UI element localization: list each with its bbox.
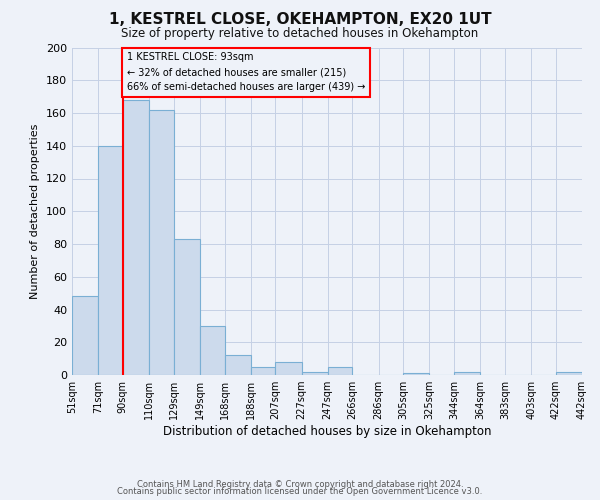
Bar xyxy=(454,372,480,375)
Bar xyxy=(149,110,174,375)
Bar xyxy=(72,296,98,375)
Bar xyxy=(556,372,582,375)
Text: Contains public sector information licensed under the Open Government Licence v3: Contains public sector information licen… xyxy=(118,487,482,496)
X-axis label: Distribution of detached houses by size in Okehampton: Distribution of detached houses by size … xyxy=(163,425,491,438)
Bar xyxy=(200,326,224,375)
Text: 1, KESTREL CLOSE, OKEHAMPTON, EX20 1UT: 1, KESTREL CLOSE, OKEHAMPTON, EX20 1UT xyxy=(109,12,491,28)
Text: Size of property relative to detached houses in Okehampton: Size of property relative to detached ho… xyxy=(121,28,479,40)
Bar xyxy=(174,239,200,375)
Bar xyxy=(98,146,123,375)
Bar xyxy=(275,362,302,375)
Bar xyxy=(302,372,328,375)
Bar xyxy=(251,367,275,375)
Bar xyxy=(328,367,352,375)
Text: 1 KESTREL CLOSE: 93sqm
← 32% of detached houses are smaller (215)
66% of semi-de: 1 KESTREL CLOSE: 93sqm ← 32% of detached… xyxy=(127,52,365,92)
Y-axis label: Number of detached properties: Number of detached properties xyxy=(31,124,40,299)
Text: Contains HM Land Registry data © Crown copyright and database right 2024.: Contains HM Land Registry data © Crown c… xyxy=(137,480,463,489)
Bar xyxy=(224,356,251,375)
Bar xyxy=(403,374,430,375)
Bar xyxy=(123,100,149,375)
